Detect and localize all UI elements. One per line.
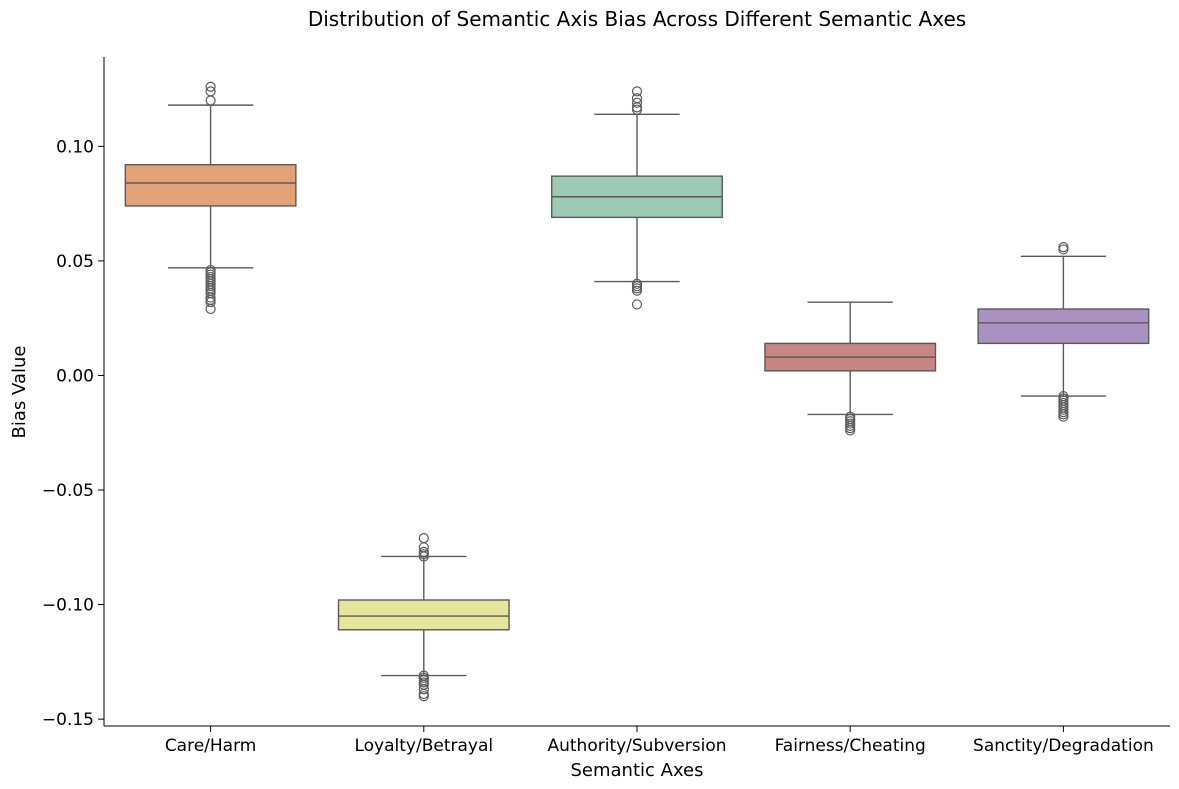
box-group <box>977 242 1150 422</box>
box-group <box>124 81 297 315</box>
y-tick-label: −0.10 <box>42 596 94 616</box>
outlier-point <box>631 299 643 310</box>
plot-area <box>124 81 1150 702</box>
x-tick-label: Authority/Subversion <box>547 736 726 756</box>
y-tick-label: 0.00 <box>56 366 94 386</box>
y-axis-label: Bias Value <box>9 346 30 439</box>
chart-title: Distribution of Semantic Axis Bias Acros… <box>308 7 966 31</box>
x-tick-label: Fairness/Cheating <box>775 736 926 756</box>
y-tick-label: 0.05 <box>56 252 94 272</box>
y-tick-label: 0.10 <box>56 137 94 157</box>
outlier-point <box>1058 244 1069 255</box>
outlier-point <box>631 104 643 115</box>
box-group <box>337 533 510 702</box>
outlier-point <box>205 81 216 92</box>
outlier-point <box>418 551 429 562</box>
outlier-point <box>631 285 643 296</box>
outlier-point <box>205 297 216 308</box>
outlier-point <box>418 684 429 695</box>
box-group <box>551 86 723 310</box>
y-tick-label: −0.05 <box>42 481 94 501</box>
outlier-point <box>418 691 429 702</box>
x-axis-label: Semantic Axes <box>570 760 703 781</box>
box-iqr <box>337 599 510 631</box>
y-axis-ticks: −0.15 −0.10 −0.05 0.00 0.05 0.10 <box>42 137 104 730</box>
outlier-point <box>1058 411 1069 422</box>
outlier-point <box>418 533 429 544</box>
outlier-point <box>205 95 216 106</box>
x-tick-label: Loyalty/Betrayal <box>354 736 493 756</box>
outlier-point <box>1058 242 1069 253</box>
x-tick-label: Sanctity/Degradation <box>973 736 1154 756</box>
box-iqr <box>124 163 297 207</box>
box-group <box>764 301 937 436</box>
outlier-point <box>205 294 216 305</box>
box-iqr <box>977 308 1150 345</box>
x-tick-label: Care/Harm <box>165 736 257 756</box>
outlier-point <box>631 86 643 97</box>
y-tick-label: −0.15 <box>42 710 94 730</box>
outlier-point <box>631 97 643 108</box>
x-axis-ticks: Care/Harm Loyalty/Betrayal Authority/Subve… <box>165 726 1154 756</box>
outlier-point <box>205 303 216 315</box>
outlier-point <box>845 425 856 436</box>
